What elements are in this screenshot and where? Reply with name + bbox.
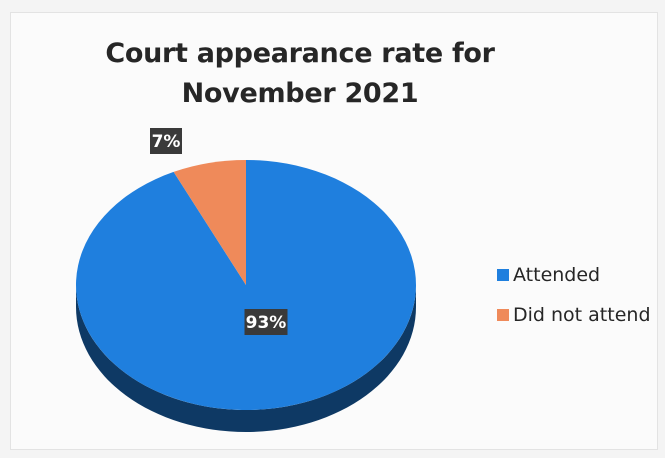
- legend-item-did-not-attend: Did not attend: [497, 295, 651, 335]
- data-label-box-0: [244, 309, 288, 335]
- legend-label-attended: Attended: [513, 264, 601, 286]
- chart-title-line-1: Court appearance rate for: [105, 38, 495, 69]
- legend-swatch-attended: [497, 269, 509, 281]
- chart-legend: Attended Did not attend: [497, 255, 651, 335]
- chart-title-line-2: November 2021: [181, 78, 419, 109]
- legend-label-did-not-attend: Did not attend: [513, 304, 651, 326]
- pie-side-0: [76, 285, 416, 432]
- legend-swatch-did-not-attend: [497, 309, 509, 321]
- data-label-0: 93%: [246, 313, 287, 333]
- chart-title: Court appearance rate for November 2021: [100, 34, 500, 114]
- data-label-1: 7%: [152, 132, 181, 152]
- pie-slice-1: [173, 160, 246, 285]
- data-label-box-1: [150, 128, 182, 154]
- pie-slice-0: [76, 160, 417, 410]
- legend-item-attended: Attended: [497, 255, 651, 295]
